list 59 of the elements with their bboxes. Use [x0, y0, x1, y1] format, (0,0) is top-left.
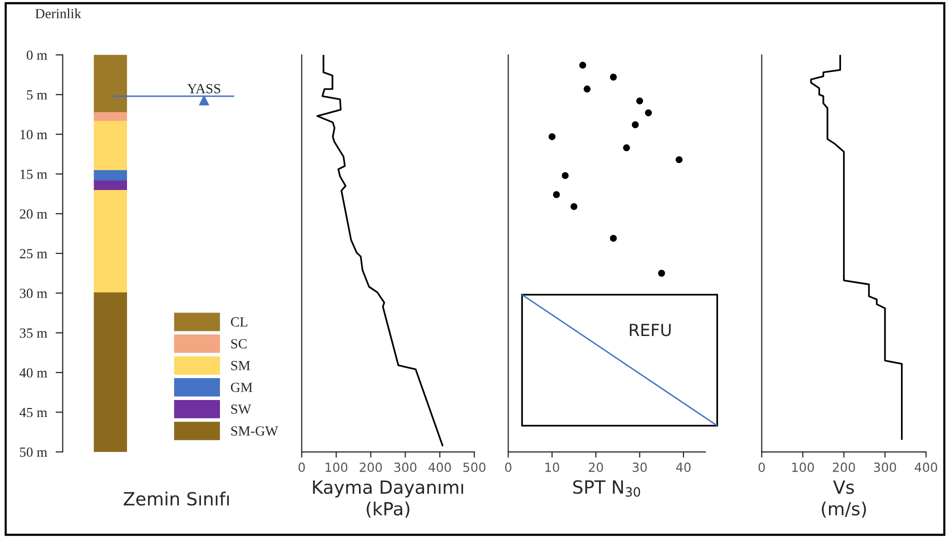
x-tick-label: 30: [632, 462, 647, 472]
point: [610, 234, 617, 242]
y-tick-label: 35 m: [20, 328, 48, 338]
ref-line-label: YASS: [187, 84, 220, 94]
point: [562, 172, 569, 180]
x-tick-label: 0: [298, 462, 305, 472]
x-tick-label: 20: [588, 462, 603, 472]
x-axis-title: Vs (m/s): [822, 480, 866, 518]
x-tick-label: 200: [360, 462, 382, 472]
point: [570, 203, 578, 210]
bar: [94, 120, 128, 172]
y-axis-title: Derinlik: [35, 8, 82, 18]
x-tick-label: 300: [394, 462, 416, 472]
point: [644, 109, 652, 116]
x-axis-title: Kayma Dayanımı (kPa): [313, 480, 464, 518]
x-tick-label: 40: [676, 462, 691, 472]
y-tick-label: 50 m: [20, 448, 48, 457]
y-tick-label: 30 m: [20, 288, 48, 298]
y-tick-label: 10 m: [20, 130, 48, 140]
legend-label: SC: [231, 339, 247, 348]
point: [552, 191, 560, 198]
band-label: REFU: [630, 324, 671, 336]
x-tick-label: 0: [505, 462, 512, 472]
y-tick-label: 5 m: [27, 90, 48, 100]
y-tick-label: 0 m: [26, 50, 48, 60]
x-tick-label: 200: [832, 462, 855, 472]
x-tick-label: 100: [326, 462, 348, 472]
legend-label: SM-GW: [231, 426, 278, 436]
legend-label: SM: [231, 360, 250, 370]
point: [623, 144, 630, 152]
y-tick-label: 40 m: [20, 368, 48, 378]
x-tick-label: 500: [463, 462, 486, 472]
x-tick-label: 10: [545, 462, 560, 472]
x-tick-label: 300: [874, 462, 896, 472]
y-tick-label: 15 m: [20, 170, 48, 179]
x-axis-title: SPT N$_{30}$: [573, 480, 640, 497]
point: [584, 86, 591, 92]
point: [636, 97, 644, 104]
x-axis-title: Zemin Sınıfı: [124, 492, 229, 506]
point: [548, 133, 556, 140]
x-tick-label: 100: [792, 462, 814, 472]
x-tick-label: 400: [428, 462, 451, 472]
point: [676, 156, 683, 164]
legend-label: GM: [230, 382, 252, 392]
bar: [94, 292, 128, 452]
x-tick-label: 0: [758, 462, 765, 472]
point: [579, 62, 586, 69]
point: [610, 74, 617, 81]
y-tick-label: 45 m: [20, 408, 48, 418]
point: [632, 121, 639, 128]
bar: [94, 190, 128, 294]
legend-label: CL: [230, 317, 248, 327]
y-tick-label: 25 m: [20, 249, 48, 258]
x-tick-label: 400: [914, 462, 938, 472]
point: [658, 270, 666, 277]
bar: [94, 54, 128, 114]
y-tick-label: 20 m: [20, 209, 48, 219]
legend-label: SW: [231, 404, 252, 414]
bar: [94, 170, 128, 182]
